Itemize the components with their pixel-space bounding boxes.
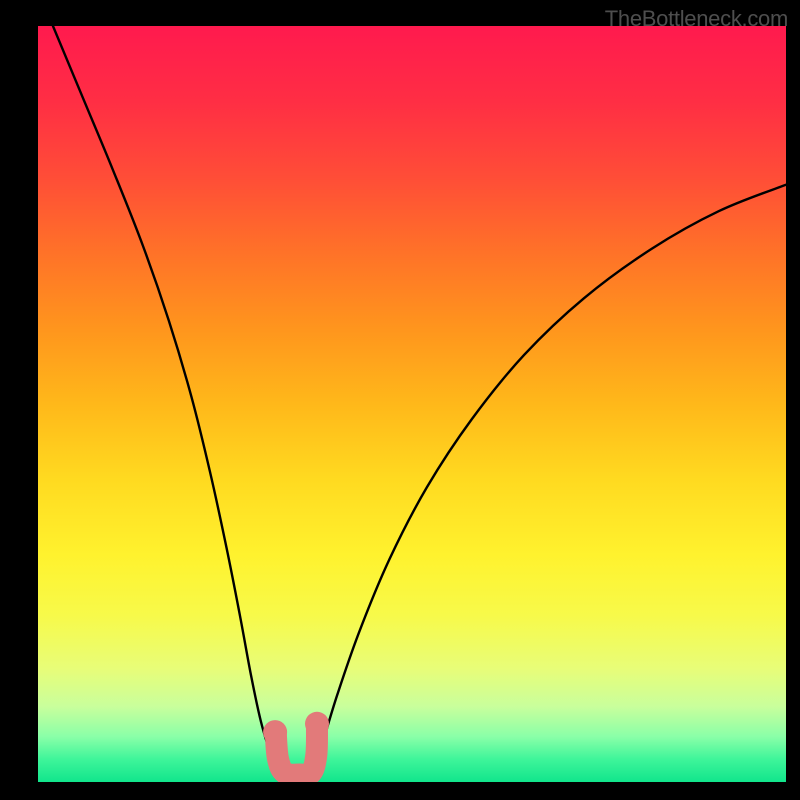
optimal-marker-right-dot (305, 712, 329, 736)
chart-container: TheBottleneck.com (0, 0, 800, 800)
plot-area (38, 26, 786, 782)
plot-svg (38, 26, 786, 782)
watermark-text: TheBottleneck.com (605, 6, 788, 32)
optimal-marker-left-dot (263, 720, 287, 744)
